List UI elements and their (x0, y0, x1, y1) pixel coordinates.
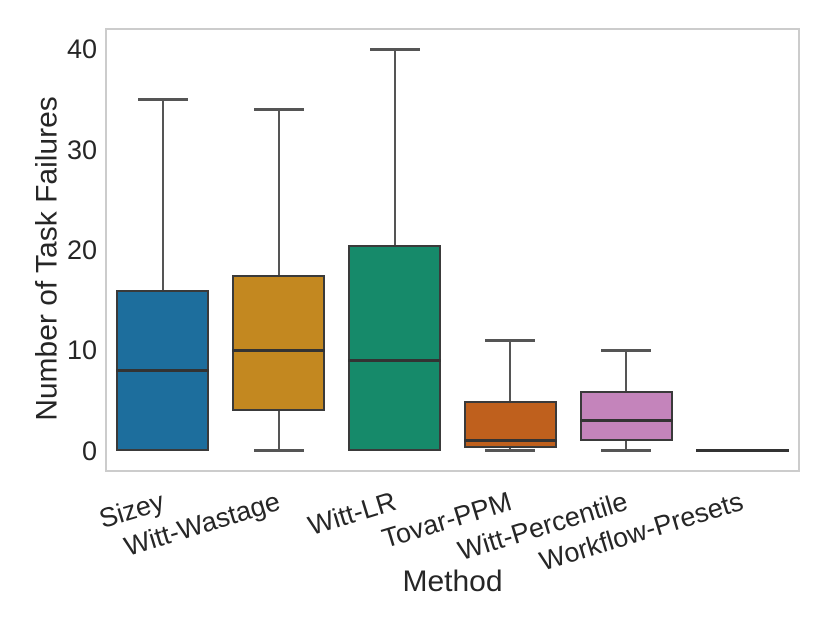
upper-cap-tovar-ppm (485, 338, 536, 342)
upper-cap-witt-percentile (601, 348, 652, 352)
upper-whisker-witt-lr (393, 49, 396, 245)
median-sizey (116, 369, 210, 373)
median-tovar-ppm (463, 439, 557, 443)
lower-cap-witt-percentile (601, 449, 652, 453)
box-witt-wastage (232, 275, 326, 411)
y-tick-label-30: 30 (66, 134, 97, 165)
y-tick-label-20: 20 (66, 235, 97, 265)
y-tick-label-0: 0 (81, 435, 97, 466)
median-witt-percentile (579, 419, 673, 423)
upper-whisker-witt-wastage (277, 109, 280, 276)
y-tick-label-10: 10 (66, 335, 97, 366)
plot-area (105, 28, 800, 472)
box-witt-percentile (579, 390, 673, 441)
upper-whisker-sizey (161, 99, 164, 291)
y-tick-label-40: 40 (66, 34, 97, 65)
lower-cap-tovar-ppm (485, 449, 536, 453)
box-witt-lr (348, 244, 442, 451)
boxplot-workflow-presets (695, 449, 789, 453)
lower-cap-witt-wastage (253, 449, 304, 453)
upper-whisker-tovar-ppm (509, 340, 512, 401)
y-axis-title: Number of Task Failures (30, 96, 64, 421)
lower-whisker-witt-percentile (625, 440, 628, 451)
upper-cap-sizey (137, 97, 188, 101)
median-witt-wastage (232, 348, 326, 352)
lower-whisker-witt-wastage (277, 410, 280, 451)
upper-cap-witt-wastage (253, 107, 304, 111)
x-axis-title: Method (402, 565, 503, 598)
upper-whisker-witt-percentile (625, 350, 628, 391)
median-witt-lr (348, 358, 442, 362)
upper-cap-witt-lr (369, 47, 420, 51)
